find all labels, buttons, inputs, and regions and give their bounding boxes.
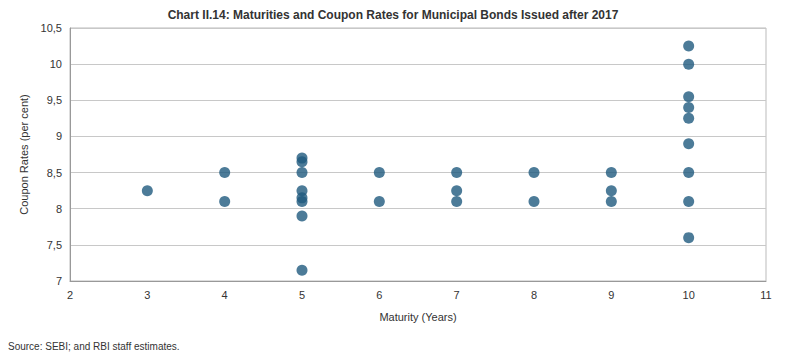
- svg-text:8: 8: [56, 203, 62, 215]
- svg-text:Chart II.14: Maturities and Co: Chart II.14: Maturities and Coupon Rates…: [168, 8, 619, 22]
- svg-text:Source: SEBI; and RBI staff es: Source: SEBI; and RBI staff estimates.: [8, 341, 180, 352]
- svg-text:10: 10: [50, 58, 62, 70]
- svg-text:11: 11: [760, 289, 771, 301]
- svg-text:10,5: 10,5: [41, 22, 62, 34]
- svg-text:8,5: 8,5: [47, 167, 62, 179]
- svg-text:4: 4: [222, 289, 228, 301]
- svg-text:3: 3: [144, 289, 150, 301]
- svg-text:8: 8: [531, 289, 537, 301]
- svg-text:Coupon Rates (per cent): Coupon Rates (per cent): [18, 94, 30, 214]
- svg-text:9: 9: [56, 130, 62, 142]
- svg-text:7,5: 7,5: [47, 239, 62, 251]
- svg-text:7: 7: [56, 275, 62, 287]
- svg-text:6: 6: [376, 289, 382, 301]
- svg-text:9: 9: [608, 289, 614, 301]
- svg-text:7: 7: [454, 289, 460, 301]
- svg-text:Maturity (Years): Maturity (Years): [379, 311, 456, 323]
- svg-text:5: 5: [299, 289, 305, 301]
- svg-text:10: 10: [683, 289, 695, 301]
- svg-text:2: 2: [67, 289, 73, 301]
- svg-text:9,5: 9,5: [47, 94, 62, 106]
